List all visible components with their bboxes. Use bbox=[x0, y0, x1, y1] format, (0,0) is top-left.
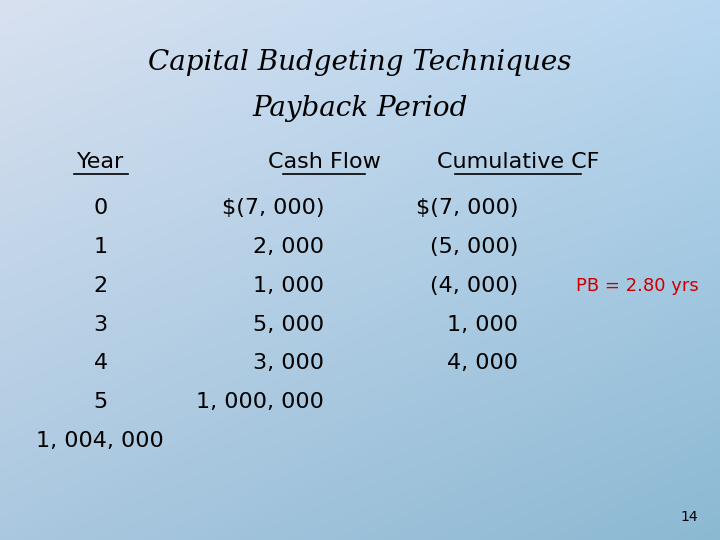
Text: Capital Budgeting Techniques: Capital Budgeting Techniques bbox=[148, 49, 572, 76]
Text: Cash Flow: Cash Flow bbox=[268, 152, 380, 172]
Text: 4: 4 bbox=[94, 353, 108, 374]
Text: $(7, 000): $(7, 000) bbox=[222, 198, 324, 218]
Text: 4, 000: 4, 000 bbox=[447, 353, 518, 374]
Text: $(7, 000): $(7, 000) bbox=[416, 198, 518, 218]
Text: 2, 000: 2, 000 bbox=[253, 237, 324, 257]
Text: Cumulative CF: Cumulative CF bbox=[437, 152, 600, 172]
Text: 1, 000: 1, 000 bbox=[253, 275, 324, 296]
Text: 14: 14 bbox=[681, 510, 698, 524]
Text: Payback Period: Payback Period bbox=[252, 94, 468, 122]
Text: 0: 0 bbox=[94, 198, 108, 218]
Text: (5, 000): (5, 000) bbox=[430, 237, 518, 257]
Text: (4, 000): (4, 000) bbox=[430, 275, 518, 296]
Text: 1, 004, 000: 1, 004, 000 bbox=[36, 431, 163, 451]
Text: 1, 000: 1, 000 bbox=[447, 314, 518, 335]
Text: Year: Year bbox=[77, 152, 125, 172]
Text: PB = 2.80 yrs: PB = 2.80 yrs bbox=[576, 276, 698, 295]
Text: 1: 1 bbox=[94, 237, 108, 257]
Text: 5, 000: 5, 000 bbox=[253, 314, 324, 335]
Text: 2: 2 bbox=[94, 275, 108, 296]
Text: 3: 3 bbox=[94, 314, 108, 335]
Text: 5: 5 bbox=[94, 392, 108, 413]
Text: 1, 000, 000: 1, 000, 000 bbox=[196, 392, 324, 413]
Text: 3, 000: 3, 000 bbox=[253, 353, 324, 374]
